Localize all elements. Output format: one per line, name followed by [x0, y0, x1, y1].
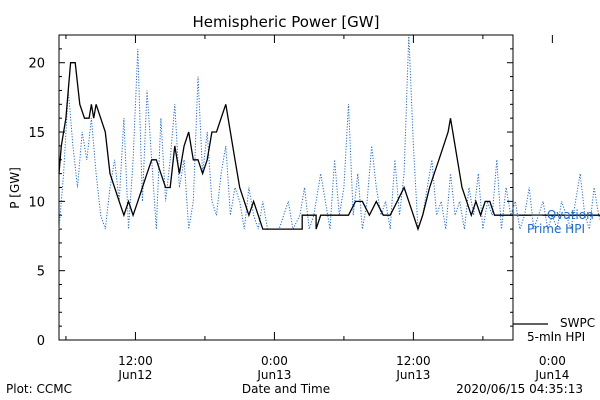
x-axis-label: Date and Time — [242, 382, 330, 396]
plot-area: 0510152012:00Jun120:00Jun1312:00Jun130:0… — [28, 34, 600, 382]
y-tick-label: 5 — [37, 265, 45, 280]
x-tick-time-label: 0:00 — [539, 354, 566, 368]
plot-credit: Plot: CCMC — [6, 382, 72, 396]
x-tick-date-label: Jun13 — [256, 368, 291, 382]
x-tick-time-label: 12:00 — [118, 354, 153, 368]
x-tick-date-label: Jun12 — [117, 368, 152, 382]
series-ovation-prime-line — [58, 34, 600, 231]
y-axis-label: P [GW] — [8, 167, 22, 209]
x-tick-date-label: Jun14 — [534, 368, 569, 382]
x-tick-time-label: 0:00 — [261, 354, 288, 368]
chart-title: Hemispheric Power [GW] — [193, 13, 380, 31]
y-tick-label: 15 — [28, 126, 45, 141]
legend-ovation-line2: Prime HPI — [527, 222, 585, 236]
legend-ovation-line1: — Ovation — [531, 208, 594, 222]
legend-swpc-line2: 5-min HPI — [527, 330, 585, 344]
plot-frame — [58, 34, 514, 341]
x-tick-time-label: 12:00 — [396, 354, 431, 368]
y-tick-label: 20 — [28, 57, 45, 72]
y-tick-label: 0 — [37, 334, 45, 349]
series-swpc-line — [58, 62, 600, 232]
plot-timestamp: 2020/06/15 04:35:13 — [456, 382, 583, 396]
legend-swpc-line1: SWPC — [560, 316, 595, 330]
x-tick-date-label: Jun13 — [395, 368, 430, 382]
y-tick-label: 10 — [28, 195, 45, 210]
